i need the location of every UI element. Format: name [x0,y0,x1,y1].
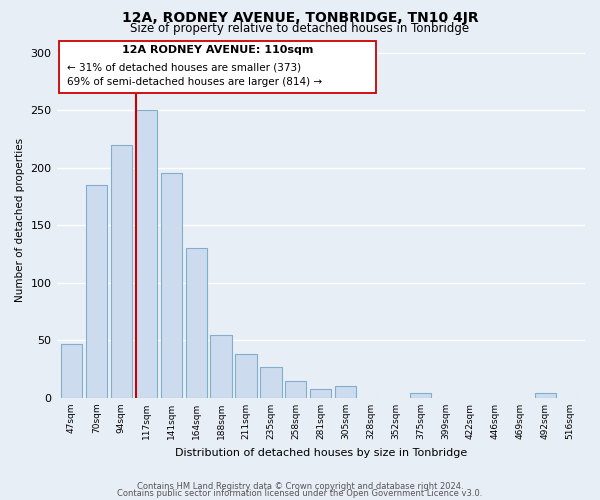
Bar [185,248,207,398]
Bar [86,185,107,398]
Text: Contains HM Land Registry data © Crown copyright and database right 2024.: Contains HM Land Registry data © Crown c… [137,482,463,491]
Text: ← 31% of detached houses are smaller (373): ← 31% of detached houses are smaller (37… [67,62,301,72]
Bar [235,354,257,398]
Bar [211,334,232,398]
Text: Size of property relative to detached houses in Tonbridge: Size of property relative to detached ho… [130,22,470,35]
Bar [410,394,431,398]
Bar [161,174,182,398]
Text: 12A RODNEY AVENUE: 110sqm: 12A RODNEY AVENUE: 110sqm [122,44,313,54]
Bar [61,344,82,398]
Bar [111,144,132,398]
Bar [335,386,356,398]
X-axis label: Distribution of detached houses by size in Tonbridge: Distribution of detached houses by size … [175,448,467,458]
Y-axis label: Number of detached properties: Number of detached properties [15,138,25,302]
Text: 69% of semi-detached houses are larger (814) →: 69% of semi-detached houses are larger (… [67,76,322,86]
Text: 12A, RODNEY AVENUE, TONBRIDGE, TN10 4JR: 12A, RODNEY AVENUE, TONBRIDGE, TN10 4JR [122,11,478,25]
Bar [260,367,281,398]
Bar [310,388,331,398]
Text: Contains public sector information licensed under the Open Government Licence v3: Contains public sector information licen… [118,489,482,498]
Bar [535,394,556,398]
Bar [136,110,157,398]
FancyBboxPatch shape [59,41,376,93]
Bar [285,380,307,398]
